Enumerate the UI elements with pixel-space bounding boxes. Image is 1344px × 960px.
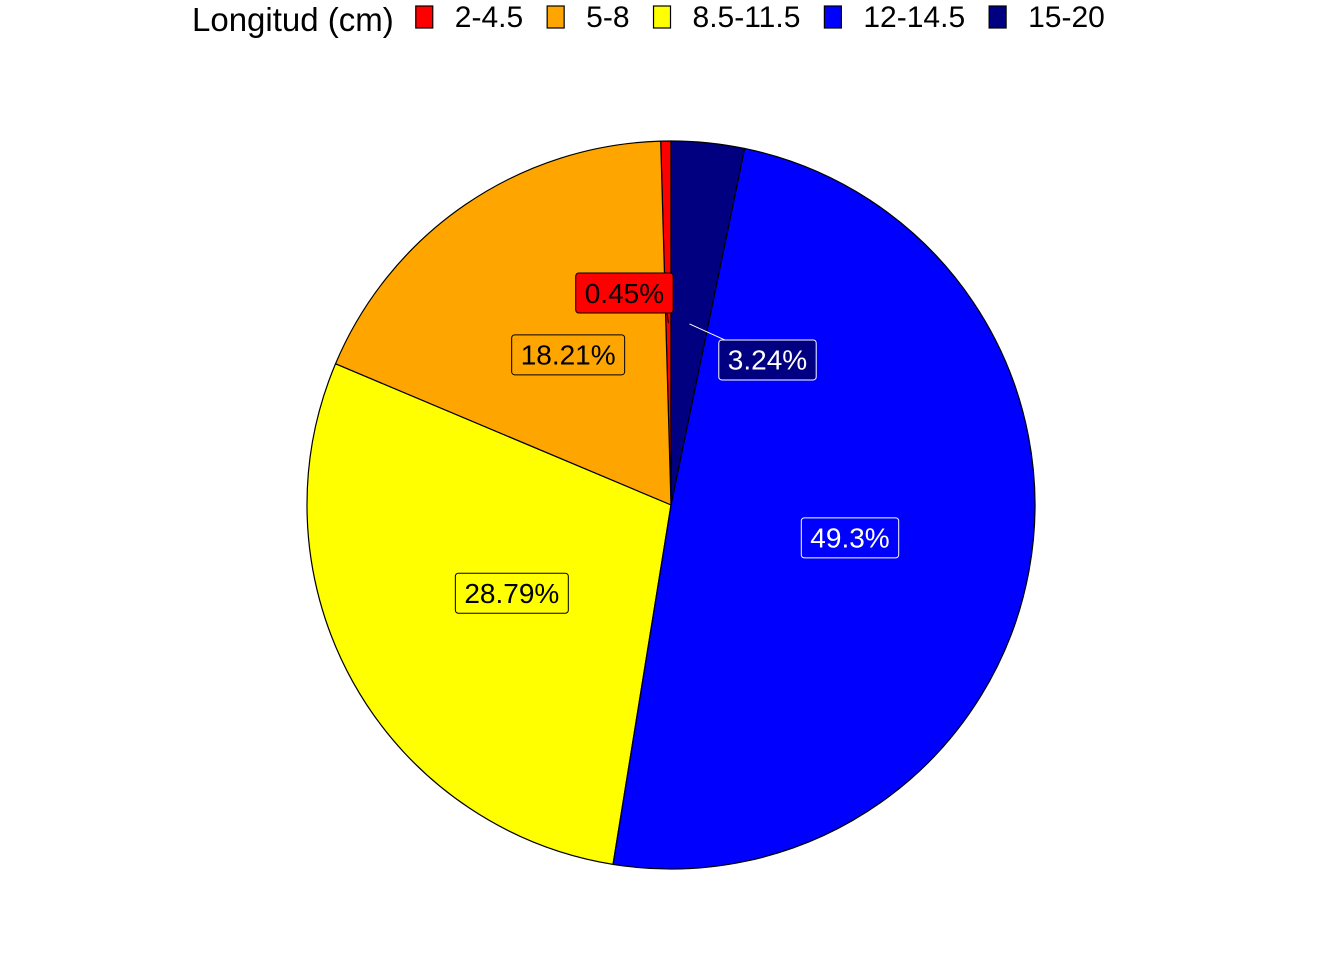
legend-key-8-5-11-5 — [652, 5, 672, 29]
slice-label-box — [511, 334, 626, 376]
legend-label: 12-14.5 — [863, 1, 965, 34]
legend-key-5-8 — [546, 5, 565, 29]
legend-key-2-4-5 — [415, 5, 434, 29]
legend-label: 2-4.5 — [455, 1, 523, 34]
slice-label-box — [575, 272, 674, 314]
legend-title: Longitud (cm) — [192, 1, 394, 38]
slice-label-box — [800, 517, 900, 559]
slice-labels: 0.45% 18.21% 28.79% 49.3% 3.24% — [454, 272, 900, 614]
pie-slice-15-20 — [670, 140, 746, 506]
label-leader-line — [689, 323, 725, 341]
pie-slice-8-5-11-5 — [306, 363, 672, 865]
slice-label: 28.79% — [464, 578, 559, 609]
slice-label: 49.3% — [810, 523, 889, 554]
legend-label: 15-20 — [1028, 1, 1105, 34]
slice-label: 18.21% — [521, 340, 616, 371]
pie-slices — [306, 140, 1036, 870]
slice-label-box — [718, 339, 817, 381]
legend-label: 5-8 — [586, 1, 629, 34]
legend-label: 8.5-11.5 — [693, 1, 801, 34]
legend-key-15-20 — [988, 5, 1007, 29]
slice-label-box — [454, 572, 569, 614]
legend-key-12-14-5 — [823, 5, 842, 29]
slice-label: 3.24% — [728, 345, 807, 376]
slice-label: 0.45% — [585, 278, 664, 309]
legend: Longitud (cm) 2-4.5 5-8 8.5-11.5 12-14.5 15-… — [192, 1, 1105, 38]
label-leader-line — [666, 312, 669, 324]
pie-slice-5-8 — [334, 140, 672, 506]
pie-slice-12-14-5 — [612, 147, 1036, 870]
